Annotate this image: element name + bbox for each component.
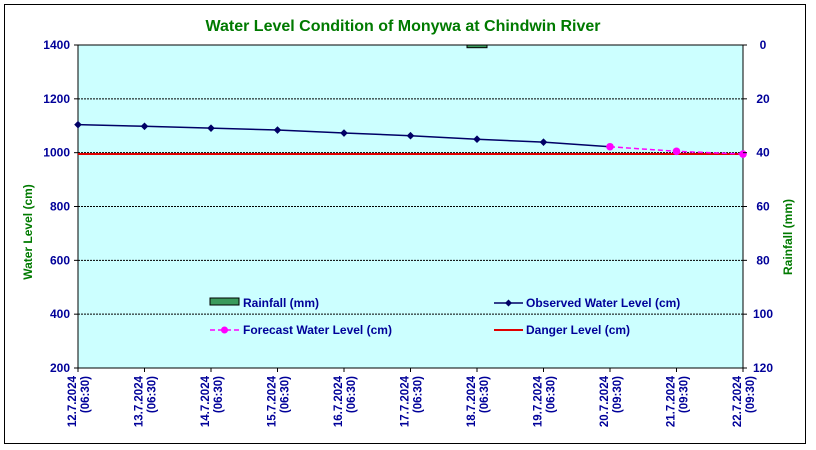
y-tick-label: 400 (50, 307, 70, 321)
y2-tick-label: 20 (756, 92, 770, 106)
y-tick-label: 800 (50, 200, 70, 214)
observed-point (140, 122, 149, 131)
x-tick-label: 22.7.2024 (732, 375, 744, 427)
x-tick-label: 12.7.2024 (67, 375, 79, 427)
x-tick-time: (06:30) (413, 376, 425, 413)
x-tick-time: (06:30) (280, 376, 292, 413)
x-tick-time: (06:30) (213, 376, 225, 413)
rainfall-bars (466, 44, 488, 49)
x-tick-label: 20.7.2024 (599, 375, 611, 427)
y2-axis-title: Rainfall (mm) (781, 199, 795, 275)
y2-tick-label: 0 (760, 38, 767, 52)
chart-title: Water Level Condition of Monywa at Chind… (206, 18, 601, 35)
y2-tick-label: 100 (753, 307, 773, 321)
observed-point (74, 120, 82, 129)
x-tick-label: 14.7.2024 (200, 375, 212, 427)
x-tick-label: 17.7.2024 (400, 375, 412, 427)
observed-point (340, 129, 348, 137)
observed-point (406, 131, 415, 140)
forecast-point (606, 142, 614, 151)
legend: Rainfall (mm) Observed Water Level (cm) … (209, 296, 680, 337)
x-tick-time: (06:30) (80, 376, 92, 413)
x-tick-label: 18.7.2024 (466, 375, 478, 427)
observed-point (473, 135, 481, 144)
observed-point (273, 126, 282, 134)
observed-point (207, 124, 215, 132)
y-tick-label: 1000 (43, 146, 70, 160)
y-tick-label: 600 (50, 253, 70, 267)
x-tick-label: 21.7.2024 (666, 375, 678, 427)
plot-area (77, 44, 744, 369)
x-tick-label: 19.7.2024 (533, 375, 545, 427)
x-tick-time: (06:30) (546, 376, 558, 413)
observed-point (539, 138, 548, 146)
y-tick-label: 1200 (43, 92, 70, 106)
y2-tick-label: 60 (756, 200, 770, 214)
forecast-point (739, 150, 747, 158)
legend-rainfall-label: Rainfall (mm) (243, 296, 319, 310)
rainfall-bar (466, 44, 488, 49)
y2-axis-ticks: 0 20 40 60 80 100 120 (743, 38, 773, 375)
y2-tick-label: 80 (756, 253, 770, 267)
legend-observed-marker (505, 299, 512, 307)
y2-tick-label: 40 (756, 146, 770, 160)
x-tick-label: 13.7.2024 (134, 375, 146, 427)
y-tick-label: 200 (50, 361, 70, 375)
x-tick-time: (09:30) (612, 376, 624, 413)
x-tick-time: (09:30) (745, 376, 757, 413)
y-axis-title: Water Level (cm) (21, 184, 35, 280)
x-tick-label: 15.7.2024 (267, 375, 279, 427)
legend-danger-label: Danger Level (cm) (526, 323, 630, 337)
y-axis-ticks: 1400 1200 1000 800 600 400 200 (43, 38, 78, 375)
x-tick-time: (06:30) (346, 376, 358, 413)
x-tick-time: (06:30) (147, 376, 159, 413)
x-axis-ticks: 12.7.2024 (06:30) 13.7.2024 (06:30) 14.7.202… (67, 368, 757, 427)
y2-tick-label: 120 (753, 361, 773, 375)
legend-forecast-marker (221, 326, 228, 334)
x-tick-time: (09:30) (679, 376, 691, 413)
x-tick-time: (06:30) (479, 376, 491, 413)
legend-rainfall-swatch (209, 297, 240, 306)
legend-observed-label: Observed Water Level (cm) (526, 296, 680, 310)
forecast-point (672, 147, 681, 156)
series-markers (74, 120, 747, 158)
legend-forecast-label: Forecast Water Level (cm) (243, 323, 392, 337)
x-tick-label: 16.7.2024 (333, 375, 345, 427)
y-tick-label: 1400 (43, 38, 70, 52)
